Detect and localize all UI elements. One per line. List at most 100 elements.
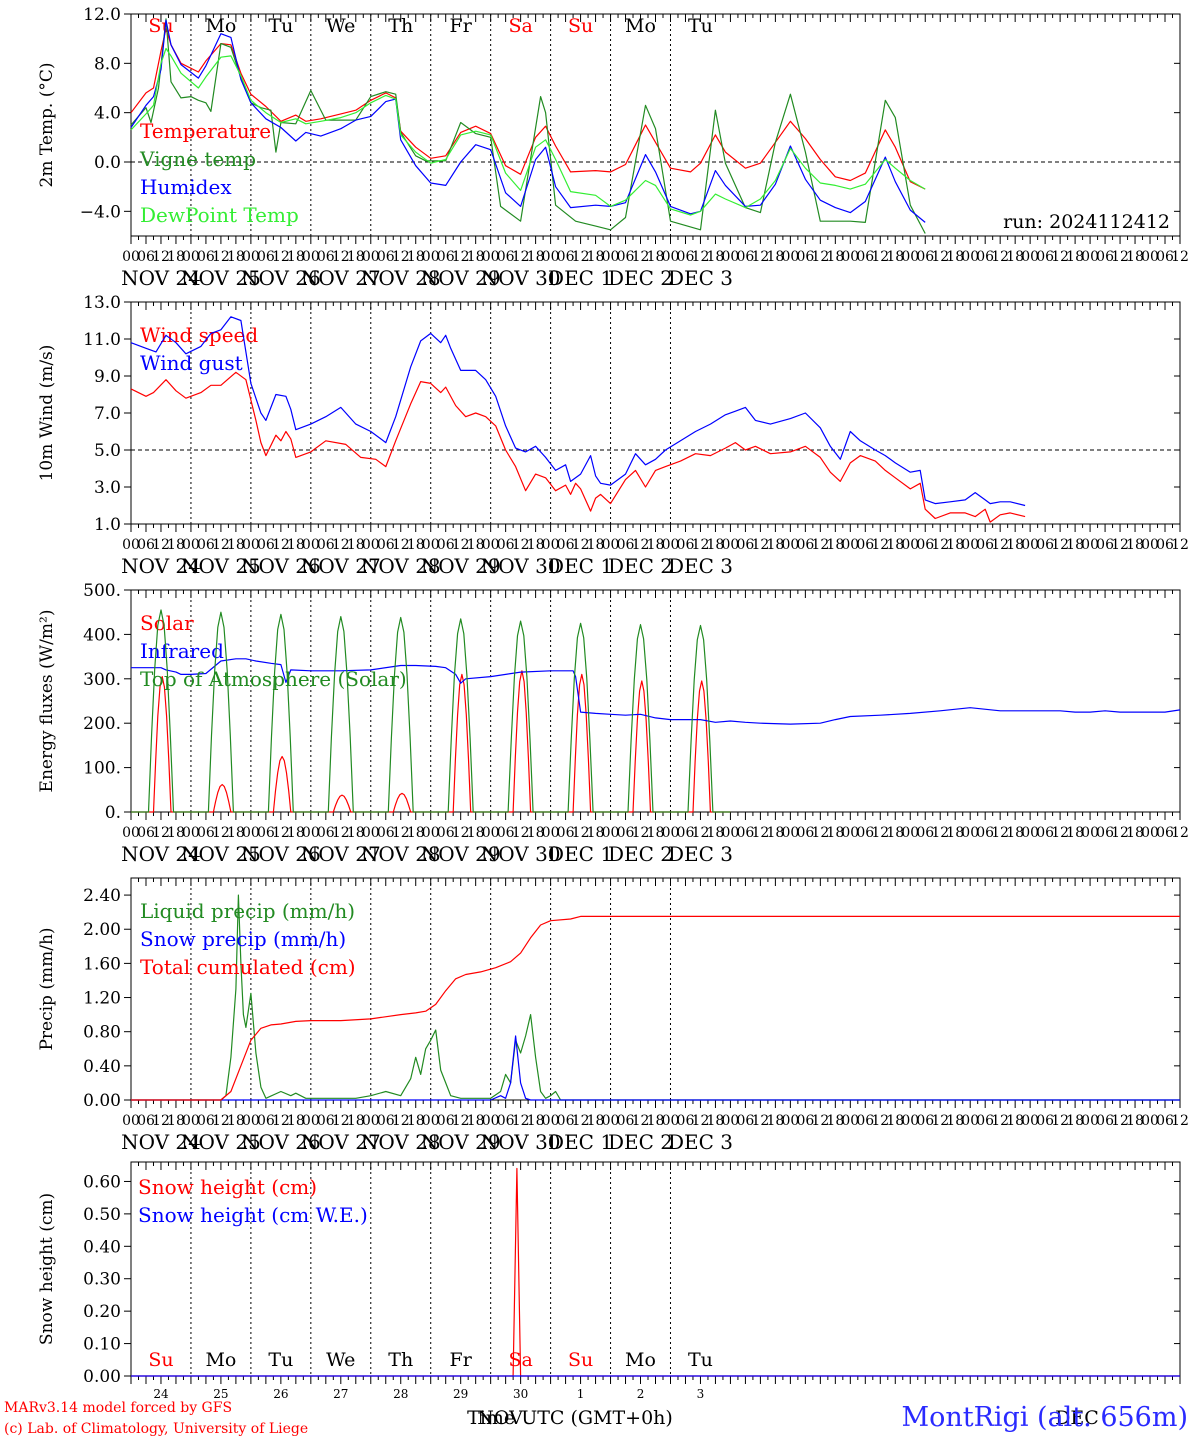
hour-label: 18	[1006, 825, 1024, 841]
y-tick-label: 400.	[83, 625, 121, 645]
hour-label: 00	[961, 537, 979, 553]
station-name: MontRigi (alt. 656m)	[901, 1402, 1188, 1433]
hour-label: 00	[602, 825, 620, 841]
y-tick-label: 4.0	[94, 104, 121, 124]
credit-line-2: (c) Lab. of Climatology, University of L…	[4, 1421, 309, 1437]
hour-label: 12	[392, 537, 410, 553]
hour-label: 18	[287, 1113, 305, 1129]
hour-label: 18	[1066, 1113, 1084, 1129]
date-label: DEC 3	[668, 1130, 733, 1154]
hour-label: 12	[931, 825, 949, 841]
y-tick-label: 0.0	[94, 153, 121, 173]
y-axis-label: 10m Wind (m/s)	[37, 345, 57, 482]
hour-label: 00	[1141, 537, 1159, 553]
y-axis-label: Snow height (cm)	[37, 1193, 57, 1345]
hour-label: 18	[647, 537, 665, 553]
date-label: NOV 26	[241, 266, 321, 290]
date-label: NOV 30	[481, 842, 561, 866]
hour-label: 06	[197, 537, 215, 553]
hour-label: 06	[317, 537, 335, 553]
hour-label: 18	[1006, 249, 1024, 265]
hour-label: 18	[527, 249, 545, 265]
hour-label: 12	[1111, 825, 1129, 841]
hour-label: 12	[632, 1113, 650, 1129]
date-label: NOV 27	[301, 842, 381, 866]
hour-label: 06	[197, 825, 215, 841]
hour-label: 00	[722, 825, 740, 841]
hour-label: 12	[332, 537, 350, 553]
y-tick-label: 0.00	[83, 1091, 121, 1111]
y-tick-label: 0.80	[83, 1023, 121, 1043]
series-line-snow-precip-mm-h-	[131, 1035, 1180, 1101]
date-label: DEC 3	[668, 266, 733, 290]
y-tick-label: 100.	[83, 759, 121, 779]
hour-label: 06	[796, 537, 814, 553]
hour-label: 12	[991, 249, 1009, 265]
panel-3: 0. 100. 200. 300. 400. 500. Energy fluxes (W/m…	[37, 581, 1189, 866]
hour-label: 18	[1126, 825, 1144, 841]
hour-label: 12	[991, 1113, 1009, 1129]
y-tick-label: 12.0	[83, 5, 121, 25]
date-label: DEC 1	[548, 842, 613, 866]
date-label: NOV 24	[121, 554, 201, 578]
hour-label: 18	[467, 1113, 485, 1129]
y-tick-label: 9.0	[94, 367, 121, 387]
date-label: NOV 30	[481, 266, 561, 290]
hour-label: 06	[1036, 537, 1054, 553]
hour-label: 06	[497, 1113, 515, 1129]
hour-label: 12	[692, 1113, 710, 1129]
hour-label: 12	[452, 249, 470, 265]
hour-label: 12	[871, 537, 889, 553]
hour-label: 12	[452, 1113, 470, 1129]
weekday-label: Th	[388, 15, 413, 37]
hour-label: 00	[122, 825, 140, 841]
y-tick-label: 1.20	[83, 989, 121, 1009]
series-line-top-of-atmosphere-solar-	[131, 609, 731, 813]
weekday-label: We	[326, 15, 355, 37]
day-number-label: 26	[273, 1387, 288, 1401]
y-tick-label: 0.	[105, 803, 121, 823]
hour-label: 00	[542, 825, 560, 841]
hour-label: 12	[512, 537, 530, 553]
hour-label: 18	[886, 249, 904, 265]
hour-label: 06	[137, 249, 155, 265]
date-label: NOV 29	[421, 554, 501, 578]
hour-label: 00	[841, 249, 859, 265]
legend-entry: Humidex	[140, 175, 232, 199]
legend-entry: Liquid precip (mm/h)	[140, 899, 355, 923]
hour-label: 12	[931, 537, 949, 553]
hour-label: 18	[347, 825, 365, 841]
hour-label: 06	[737, 249, 755, 265]
y-tick-label: 0.10	[83, 1335, 121, 1355]
hour-label: 18	[707, 249, 725, 265]
hour-label: 18	[826, 1113, 844, 1129]
weekday-label: Mo	[205, 15, 236, 37]
hour-label: 18	[886, 825, 904, 841]
hour-label: 00	[602, 537, 620, 553]
day-number-label: 30	[513, 1387, 528, 1401]
hour-label: 18	[946, 825, 964, 841]
hour-label: 12	[212, 825, 230, 841]
hour-label: 00	[602, 1113, 620, 1129]
y-axis-label: Energy fluxes (W/m²)	[37, 610, 57, 793]
hour-label: 18	[527, 1113, 545, 1129]
y-tick-label: 1.0	[94, 515, 121, 535]
hour-label: 18	[647, 825, 665, 841]
hour-label: 12	[991, 825, 1009, 841]
hour-label: 06	[377, 825, 395, 841]
date-label: NOV 24	[121, 1130, 201, 1154]
hour-label: 18	[707, 537, 725, 553]
series-line-humidex	[130, 19, 926, 223]
hour-label: 06	[856, 1113, 874, 1129]
legend-entry: Snow height (cm W.E.)	[138, 1203, 368, 1227]
date-label: NOV 28	[361, 842, 441, 866]
hour-label: 12	[392, 825, 410, 841]
hour-label: 06	[197, 249, 215, 265]
y-tick-label: 0.30	[83, 1270, 121, 1290]
hour-label: 06	[916, 537, 934, 553]
hour-label: 00	[242, 537, 260, 553]
hour-label: 00	[122, 249, 140, 265]
date-label: NOV 29	[421, 842, 501, 866]
hour-label: 00	[1021, 825, 1039, 841]
date-label: DEC 1	[548, 1130, 613, 1154]
